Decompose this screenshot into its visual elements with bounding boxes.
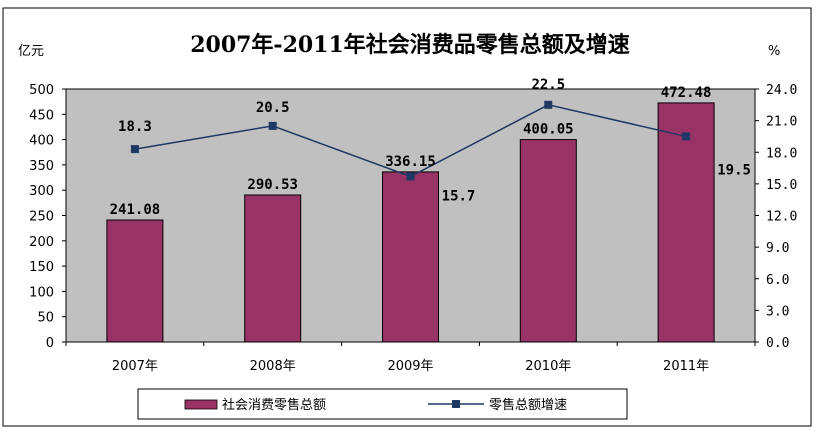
bar [657, 102, 715, 343]
legend-box [137, 388, 628, 420]
line-point [268, 121, 277, 130]
left-tick-label: 500 [29, 83, 54, 98]
right-tick-label: 21.0 [766, 115, 797, 130]
bar-value-label: 290.53 [247, 177, 298, 193]
right-axis-unit: % [768, 44, 780, 59]
bar [382, 171, 439, 343]
legend-bar-label: 社会消费零售总额 [222, 397, 326, 413]
line-point [406, 172, 415, 181]
line-point [682, 132, 691, 141]
left-axis-unit: 亿元 [18, 44, 44, 59]
data-labels: 241.08 290.53 336.15 400.05 472.48 18.3 20.5 15… [110, 77, 751, 218]
line-value-label: 18.3 [118, 119, 152, 135]
x-axis-ticks: 2007年 2008年 2009年 2010年 2011年 [65, 342, 756, 374]
bar-value-label: 336.15 [385, 154, 436, 170]
left-tick-label: 0 [46, 336, 54, 351]
right-tick-label: 6.0 [766, 273, 789, 288]
bar [106, 219, 164, 343]
bar-series [106, 102, 715, 343]
left-tick-label: 100 [29, 285, 54, 300]
left-tick-label: 400 [29, 134, 54, 149]
left-tick-label: 300 [29, 184, 54, 199]
line-point [544, 100, 553, 109]
right-tick-label: 9.0 [766, 241, 789, 256]
right-tick-label: 18.0 [766, 146, 797, 161]
left-tick-label: 50 [37, 311, 54, 326]
right-tick-label: 12.0 [766, 210, 797, 225]
line-series [130, 100, 691, 181]
left-tick-label: 350 [29, 159, 54, 174]
x-tick-label: 2007年 [112, 359, 158, 374]
left-tick-label: 150 [29, 260, 54, 275]
right-tick-label: 3.0 [766, 304, 789, 319]
legend: 社会消费零售总额 零售总额增速 [137, 388, 628, 420]
x-tick-label: 2011年 [663, 359, 709, 374]
bar-value-label: 241.08 [110, 202, 161, 218]
line-value-label: 22.5 [531, 77, 565, 93]
right-tick-label: 24.0 [766, 83, 797, 98]
bar [519, 139, 577, 343]
legend-bar-swatch [184, 399, 218, 410]
line-value-label: 19.5 [717, 162, 751, 178]
x-tick-label: 2008年 [250, 359, 296, 374]
line-point [130, 145, 139, 154]
left-tick-label: 450 [29, 108, 54, 123]
left-tick-label: 250 [29, 210, 54, 225]
left-axis-ticks: 0 50 100 150 200 250 300 350 400 450 500 [29, 83, 66, 351]
line-value-label: 15.7 [442, 188, 476, 204]
x-tick-label: 2010年 [525, 359, 571, 374]
legend-line-marker [452, 400, 460, 408]
right-axis-ticks: 0.0 3.0 6.0 9.0 12.0 15.0 18.0 21.0 24.0 [755, 83, 797, 351]
chart-title: 2007年-2011年社会消费品零售总额及增速 [190, 32, 630, 58]
bar-value-label: 472.48 [661, 85, 712, 101]
bar [244, 194, 302, 343]
left-tick-label: 200 [29, 235, 54, 250]
legend-line-label: 零售总额增速 [489, 397, 567, 413]
bar-value-label: 400.05 [523, 122, 574, 138]
x-tick-label: 2009年 [387, 359, 433, 374]
right-tick-label: 15.0 [766, 178, 797, 193]
right-tick-label: 0.0 [766, 336, 789, 351]
line-value-label: 20.5 [256, 100, 290, 116]
